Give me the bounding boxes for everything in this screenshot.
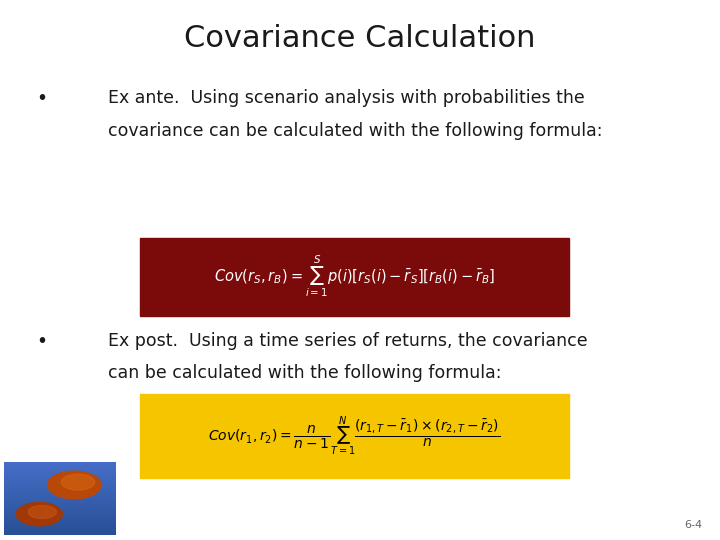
Text: •: • [36, 332, 47, 351]
FancyBboxPatch shape [140, 238, 569, 316]
Text: Ex ante.  Using scenario analysis with probabilities the: Ex ante. Using scenario analysis with pr… [108, 89, 585, 107]
Ellipse shape [61, 474, 95, 490]
Ellipse shape [28, 505, 56, 518]
FancyBboxPatch shape [140, 394, 569, 478]
Text: Covariance Calculation: Covariance Calculation [184, 24, 536, 53]
Text: can be calculated with the following formula:: can be calculated with the following for… [108, 364, 502, 382]
Text: covariance can be calculated with the following formula:: covariance can be calculated with the fo… [108, 122, 603, 139]
Text: $\mathit{Cov}(r_S, r_B) = \sum_{i=1}^{S} p(i)\left[r_S(i) - \bar{r}_S\right]\lef: $\mathit{Cov}(r_S, r_B) = \sum_{i=1}^{S}… [214, 254, 495, 299]
Text: Ex post.  Using a time series of returns, the covariance: Ex post. Using a time series of returns,… [108, 332, 588, 350]
Text: 6-4: 6-4 [684, 520, 702, 530]
Ellipse shape [17, 503, 63, 526]
Text: $\mathit{Cov}(r_1, r_2) = \dfrac{n}{n-1}\sum_{T=1}^{N} \dfrac{(r_{1,T} - \bar{r}: $\mathit{Cov}(r_1, r_2) = \dfrac{n}{n-1}… [208, 414, 501, 458]
Ellipse shape [48, 471, 101, 499]
Text: •: • [36, 89, 47, 108]
